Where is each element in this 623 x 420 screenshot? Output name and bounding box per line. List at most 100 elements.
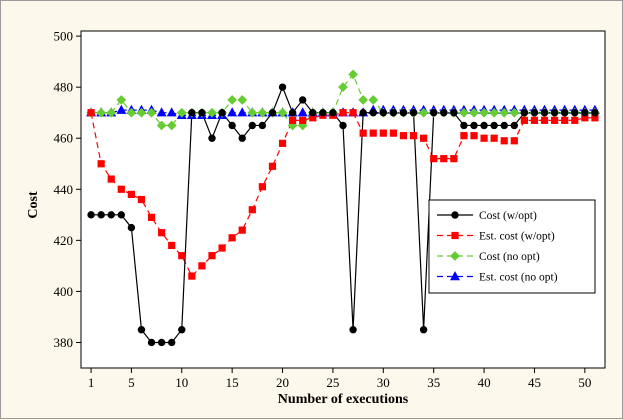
data-point bbox=[198, 108, 206, 117]
data-point bbox=[158, 229, 166, 237]
data-point bbox=[238, 134, 246, 142]
data-point bbox=[288, 108, 297, 117]
legend: Cost (w/opt) Est. cost (w/opt) Cost (no op… bbox=[428, 199, 596, 294]
data-point bbox=[208, 252, 216, 260]
legend-marker bbox=[451, 231, 459, 240]
data-point bbox=[188, 108, 196, 117]
data-point bbox=[359, 129, 367, 137]
data-point bbox=[490, 121, 498, 130]
data-point bbox=[368, 95, 379, 105]
x-tick-label: 15 bbox=[226, 375, 239, 390]
data-point bbox=[500, 137, 508, 145]
data-point bbox=[560, 108, 569, 117]
data-point bbox=[127, 223, 136, 232]
y-tick-label: 460 bbox=[54, 131, 74, 146]
data-point bbox=[176, 107, 187, 118]
data-point bbox=[257, 107, 268, 118]
data-point bbox=[117, 185, 125, 193]
data-point bbox=[530, 116, 539, 124]
data-point bbox=[379, 129, 387, 137]
data-point bbox=[389, 108, 398, 117]
x-tick-label: 35 bbox=[427, 375, 440, 390]
data-point bbox=[227, 95, 238, 105]
data-point bbox=[237, 107, 248, 117]
data-point bbox=[450, 155, 458, 163]
series-markers bbox=[86, 69, 600, 347]
x-tick-label: 40 bbox=[478, 375, 491, 390]
data-point bbox=[298, 96, 307, 104]
data-point bbox=[227, 107, 238, 117]
data-point bbox=[348, 69, 358, 80]
data-point bbox=[146, 107, 157, 118]
data-point bbox=[136, 107, 147, 118]
data-point bbox=[178, 252, 186, 260]
legend-label: Cost (w/opt) bbox=[479, 210, 537, 222]
data-point bbox=[297, 107, 308, 117]
x-tick-label: 50 bbox=[578, 375, 591, 390]
data-point bbox=[469, 107, 479, 118]
data-point bbox=[168, 241, 176, 250]
data-point bbox=[278, 83, 287, 91]
data-point bbox=[106, 107, 117, 118]
data-point bbox=[480, 121, 488, 130]
data-point bbox=[489, 107, 500, 118]
data-point bbox=[338, 82, 348, 93]
x-tick-label: 45 bbox=[528, 375, 541, 390]
y-tick-label: 480 bbox=[54, 80, 74, 95]
data-point bbox=[358, 95, 369, 105]
data-point bbox=[459, 107, 469, 118]
data-point bbox=[268, 162, 277, 170]
data-point bbox=[349, 109, 357, 117]
data-point bbox=[127, 190, 135, 198]
data-point bbox=[510, 121, 519, 130]
data-point bbox=[238, 226, 246, 234]
data-point bbox=[228, 121, 236, 130]
data-point bbox=[409, 132, 418, 140]
data-point bbox=[156, 120, 167, 131]
data-point bbox=[389, 129, 397, 137]
data-point bbox=[188, 272, 196, 280]
data-point bbox=[247, 107, 258, 118]
y-axis-title: Cost bbox=[26, 191, 41, 219]
legend-label: Est. cost (no opt) bbox=[479, 272, 558, 284]
y-tick-label: 380 bbox=[54, 335, 74, 350]
data-point bbox=[470, 132, 478, 140]
data-point bbox=[287, 120, 298, 131]
series-line bbox=[91, 73, 595, 127]
data-point bbox=[460, 132, 468, 140]
data-point bbox=[248, 121, 257, 130]
data-point bbox=[166, 107, 177, 117]
data-point bbox=[359, 108, 367, 117]
data-point bbox=[137, 195, 146, 204]
data-point bbox=[418, 107, 429, 118]
data-point bbox=[571, 108, 579, 117]
legend-label: Est. cost (w/opt) bbox=[479, 231, 555, 243]
legend-marker bbox=[451, 211, 459, 219]
data-point bbox=[480, 134, 488, 142]
data-point bbox=[551, 116, 559, 124]
y-tick-label: 500 bbox=[54, 29, 74, 44]
data-point bbox=[319, 108, 327, 117]
legend-marker bbox=[450, 251, 460, 261]
data-point bbox=[96, 107, 107, 118]
x-axis-ticks: 1 5 10 15 20 25 30 35 40 45 50 bbox=[88, 368, 591, 390]
y-axis-ticks: 380 400 420 440 460 480 500 bbox=[54, 29, 81, 350]
data-point bbox=[126, 107, 137, 118]
data-point bbox=[309, 108, 317, 117]
data-point bbox=[490, 134, 498, 142]
x-tick-label: 30 bbox=[377, 375, 390, 390]
data-point bbox=[107, 211, 115, 219]
data-point bbox=[409, 108, 418, 117]
data-point bbox=[299, 116, 307, 124]
data-point bbox=[520, 108, 529, 117]
data-point bbox=[198, 262, 206, 270]
data-point bbox=[440, 108, 448, 117]
data-point bbox=[289, 116, 297, 124]
data-point bbox=[178, 326, 186, 334]
data-point bbox=[561, 116, 569, 124]
data-point bbox=[429, 108, 438, 117]
data-point bbox=[479, 107, 489, 118]
data-point bbox=[399, 132, 408, 140]
data-point bbox=[258, 121, 267, 130]
